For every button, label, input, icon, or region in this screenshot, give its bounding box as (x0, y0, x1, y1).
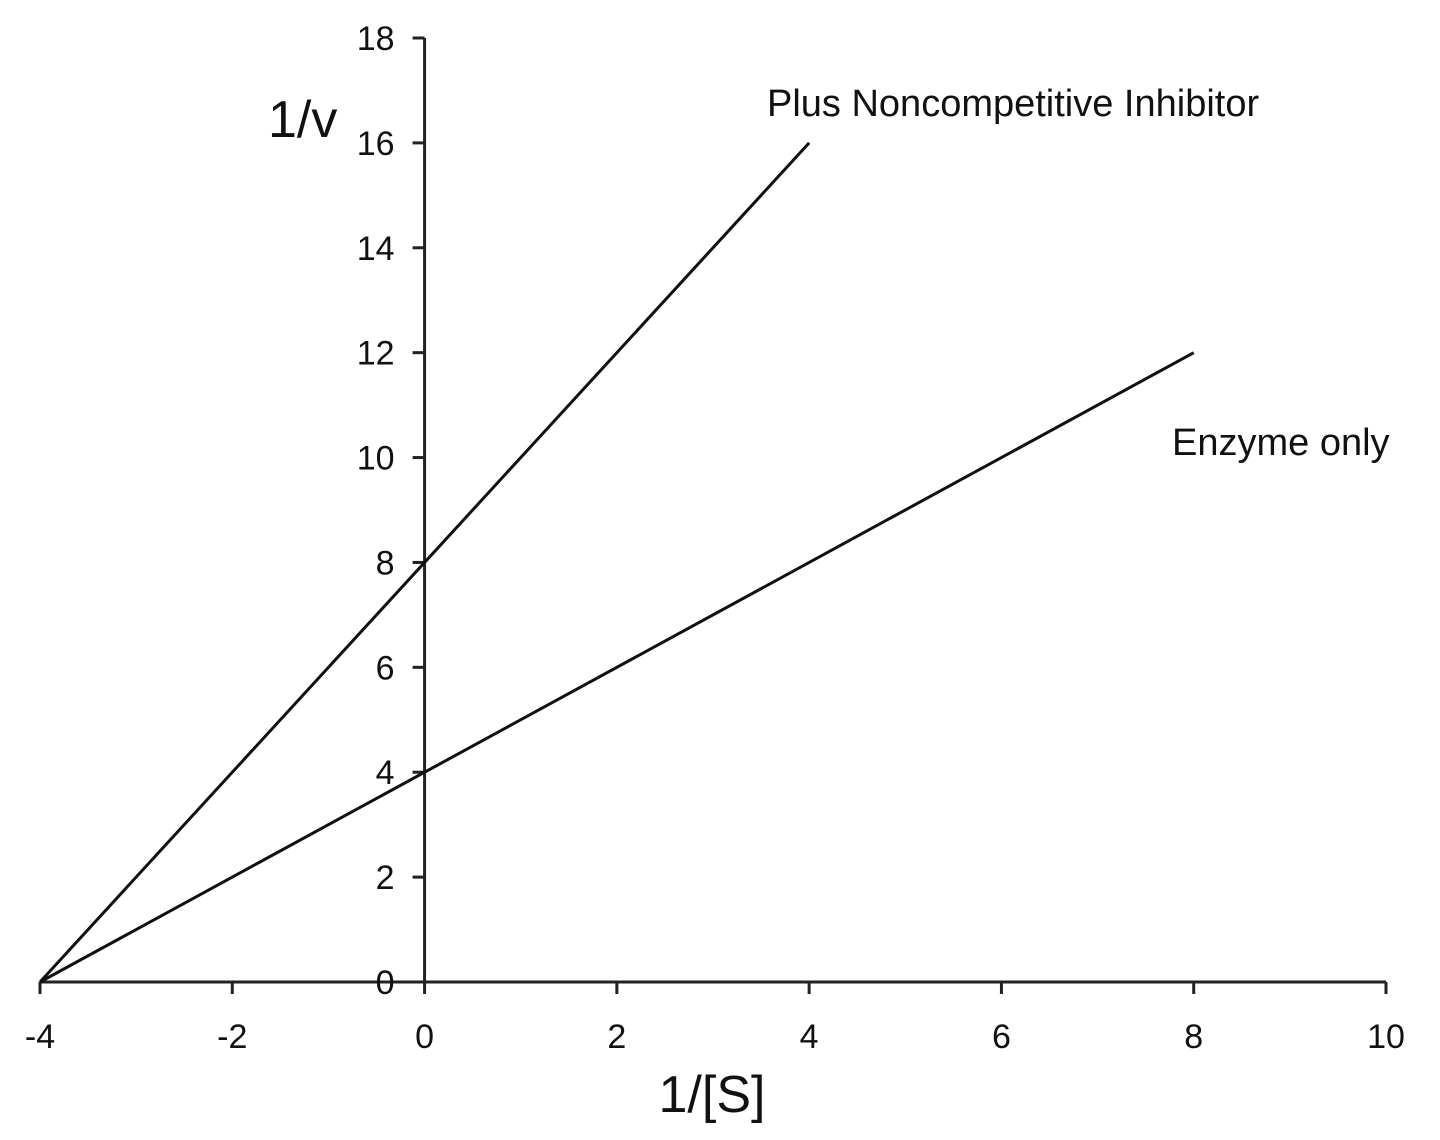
series-line-plus-noncompetitive-inhibitor (38, 141, 811, 984)
x-axis-title: 1/[S] (659, 1066, 766, 1124)
tick-labels: -4 -2 0 2 4 6 8 10 0 2 4 6 8 10 12 14 16 18 (25, 20, 1405, 1056)
tick-marks (38, 36, 1388, 994)
y-tick-label: 6 (376, 649, 395, 687)
series-lines (38, 141, 1195, 984)
series-label-enzyme-only: Enzyme only (1172, 422, 1390, 464)
series-line-enzyme-only (39, 351, 1195, 984)
y-tick-label: 16 (357, 125, 395, 163)
x-tick-label: 4 (800, 1018, 819, 1056)
x-tick-label: 10 (1367, 1018, 1405, 1056)
y-tick-label: 2 (376, 859, 395, 897)
x-tick-label: 8 (1184, 1018, 1203, 1056)
y-tick-label: 18 (357, 20, 395, 58)
y-tick-label: 12 (357, 335, 395, 373)
series-label-plus-noncompetitive-inhibitor: Plus Noncompetitive Inhibitor (767, 83, 1259, 125)
x-tick-label: 2 (607, 1018, 626, 1056)
y-tick-label: 14 (357, 230, 395, 268)
y-tick-label: 4 (376, 754, 395, 792)
x-tick-label: -4 (25, 1018, 55, 1056)
x-tick-label: 6 (992, 1018, 1011, 1056)
axes (40, 38, 1386, 984)
y-axis-title: 1/v (268, 91, 337, 149)
x-tick-label: -2 (217, 1018, 247, 1056)
y-tick-label: 0 (376, 964, 395, 1002)
y-tick-label: 10 (357, 440, 395, 478)
x-tick-label: 0 (415, 1018, 434, 1056)
y-tick-label: 8 (376, 544, 395, 582)
